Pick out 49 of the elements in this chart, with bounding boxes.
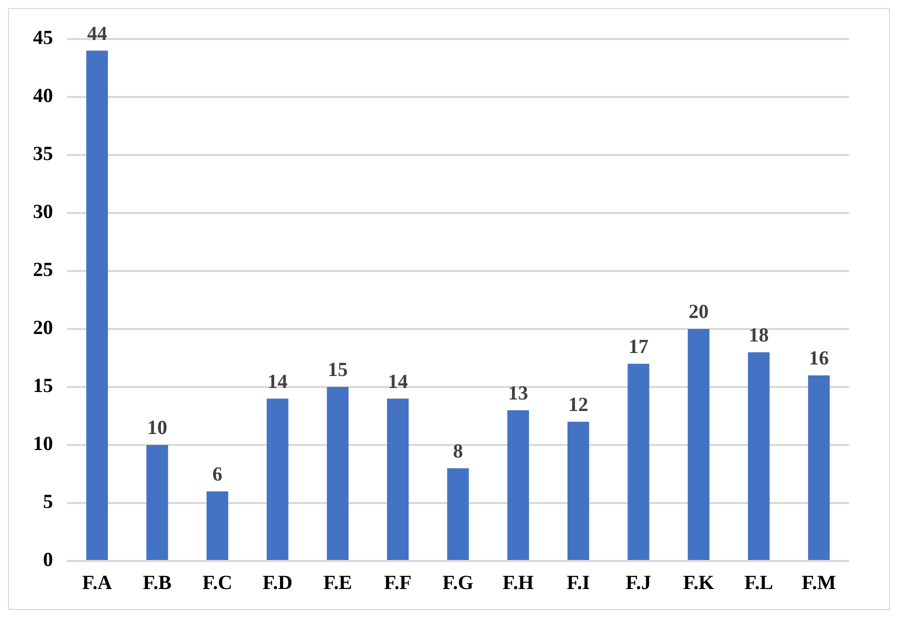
data-label: 44 — [87, 22, 108, 45]
x-tick-label: F.F — [384, 572, 412, 594]
bar — [266, 398, 288, 560]
bar — [748, 352, 770, 560]
y-tick-label: 10 — [33, 433, 53, 456]
data-label: 6 — [212, 464, 222, 486]
y-tick-label: 40 — [33, 85, 53, 108]
bar — [146, 445, 168, 560]
data-label: 20 — [688, 301, 709, 324]
bar — [326, 387, 349, 560]
y-tick-label: 30 — [33, 201, 53, 224]
y-tick-label: 35 — [33, 143, 53, 166]
bar — [808, 375, 830, 560]
data-label: 18 — [748, 324, 769, 346]
data-label: 8 — [453, 440, 463, 462]
x-tick-label: F.G — [442, 572, 474, 594]
y-tick-label: 20 — [33, 317, 53, 340]
x-tick-label: F.M — [802, 572, 836, 594]
bar — [447, 468, 469, 560]
x-tick-label: F.A — [82, 572, 113, 594]
y-tick-label: 5 — [43, 491, 53, 514]
x-tick-label: F.J — [626, 572, 652, 594]
y-tick-label: 45 — [33, 27, 53, 50]
bar — [86, 50, 108, 560]
bar — [387, 398, 409, 560]
x-tick-label: F.I — [566, 572, 590, 594]
x-tick-label: F.H — [502, 572, 534, 594]
y-tick-label: 15 — [33, 375, 53, 398]
data-label: 10 — [147, 417, 168, 440]
bar — [567, 422, 590, 560]
data-label: 17 — [628, 336, 648, 358]
x-tick-label: F.D — [262, 572, 292, 594]
data-label: 16 — [808, 348, 829, 370]
bar — [628, 364, 650, 560]
data-label: 14 — [388, 370, 408, 393]
y-tick-label: 0 — [43, 549, 53, 572]
x-tick-label: F.K — [683, 572, 715, 594]
bar — [206, 491, 228, 560]
bar — [507, 410, 529, 560]
bar — [688, 329, 710, 560]
x-tick-label: F.E — [323, 572, 352, 594]
x-tick-label: F.C — [202, 572, 232, 594]
data-label: 12 — [568, 394, 588, 416]
data-label: 15 — [328, 359, 348, 382]
data-label: 13 — [508, 382, 528, 404]
data-label: 14 — [268, 370, 288, 393]
y-tick-label: 25 — [33, 259, 53, 282]
x-tick-label: F.L — [744, 572, 774, 594]
x-tick-label: F.B — [142, 572, 172, 594]
